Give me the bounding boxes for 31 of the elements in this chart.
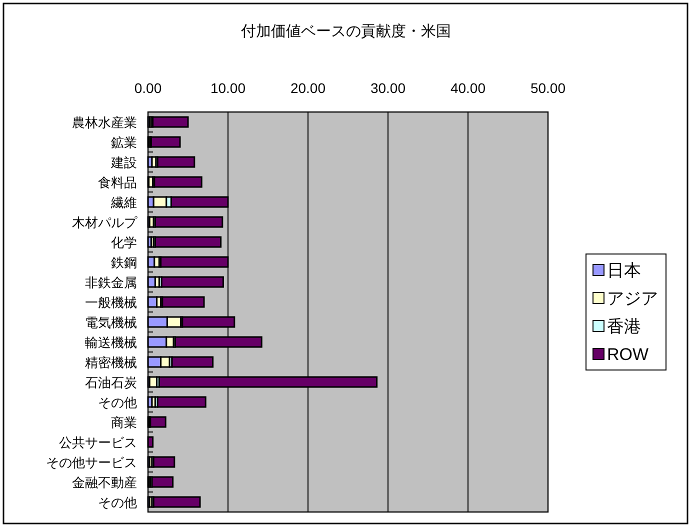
y-tick-label: その他サービス [46, 455, 137, 470]
x-tick-label: 10.00 [210, 80, 246, 96]
x-tick-label: 20.00 [290, 80, 326, 96]
title: 付加価値ベースの貢献度・米国 [241, 23, 451, 40]
y-tick-label: 精密機械 [85, 355, 137, 370]
y-tick-label: その他 [98, 395, 137, 410]
y-tick-label: 石油石炭 [85, 375, 137, 390]
y-tick-label: 金融不動産 [72, 475, 137, 490]
y-tick-label: 鉱業 [111, 135, 137, 150]
y-tick-label: 木材パルプ [72, 215, 138, 230]
y-tick-label: 一般機械 [85, 295, 137, 310]
x-tick-label: 30.00 [370, 80, 406, 96]
legend-label: 日本 [607, 261, 641, 280]
y-tick-label: 鉄鋼 [111, 255, 137, 270]
y-tick-label: 公共サービス [59, 435, 137, 450]
x-tick-label: 40.00 [450, 80, 486, 96]
y-tick-label: 非鉄金属 [85, 275, 137, 290]
y-tick-label: 建設 [110, 155, 137, 170]
legend-label: 香港 [607, 317, 641, 336]
y-tick-label: 輸送機械 [85, 335, 137, 350]
y-tick-label: 電気機械 [85, 315, 137, 330]
x-tick-label: 50.00 [530, 80, 566, 96]
legend-label: アジア [607, 289, 658, 308]
legend-label: ROW [607, 345, 649, 364]
y-tick-label: 農林水産業 [72, 115, 137, 130]
y-tick-label: 商業 [111, 415, 137, 430]
y-tick-label: その他 [98, 495, 137, 510]
y-tick-label: 化学 [111, 235, 137, 250]
y-tick-label: 繊維 [110, 195, 137, 210]
x-tick-label: 0.00 [134, 80, 162, 96]
y-tick-label: 食料品 [98, 175, 137, 190]
